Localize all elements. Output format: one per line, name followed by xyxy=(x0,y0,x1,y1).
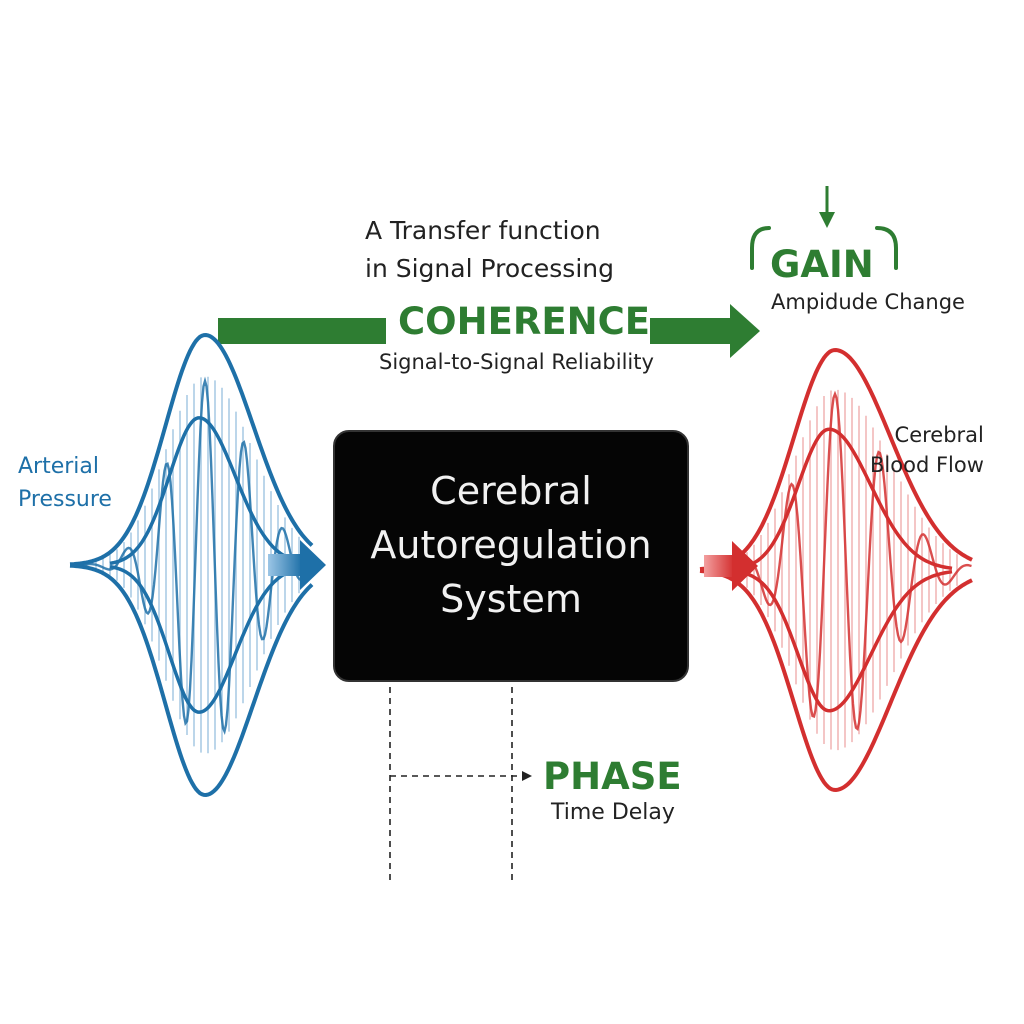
output-arrow xyxy=(704,541,758,591)
input-label-line-1: Arterial xyxy=(18,454,100,479)
wave-upper-envelope xyxy=(69,332,314,567)
arterial-pressure-waveform xyxy=(69,332,314,798)
output-signal-label: Cerebral Blood Flow xyxy=(870,420,984,480)
wave-inner-lower-envelope xyxy=(739,569,953,713)
coherence-arrow xyxy=(218,304,760,358)
wave-upper-envelope xyxy=(699,347,973,572)
phase-time-delay-lines xyxy=(389,668,524,880)
system-label-line-2: Autoregulation xyxy=(370,523,652,567)
title-line-1: A Transfer function xyxy=(365,216,601,245)
gain-label: GAIN xyxy=(770,243,874,286)
input-arrow xyxy=(268,540,326,590)
wave-inner-upper-envelope xyxy=(739,427,953,571)
title-line-2: in Signal Processing xyxy=(365,254,614,283)
system-box: Cerebral Autoregulation System xyxy=(333,430,689,682)
output-label-line-2: Blood Flow xyxy=(870,453,984,477)
gain-subtitle: Ampidude Change xyxy=(771,290,965,314)
input-label-line-2: Pressure xyxy=(18,487,112,512)
output-label-line-1: Cerebral xyxy=(894,423,984,447)
phase-subtitle: Time Delay xyxy=(551,800,675,825)
coherence-label: COHERENCE xyxy=(398,300,651,343)
wave-inner-lower-envelope xyxy=(109,564,293,714)
diagram-title: A Transfer function in Signal Processing xyxy=(365,212,635,288)
gain-down-arrow-icon xyxy=(819,186,835,228)
wave-inner-upper-envelope xyxy=(109,416,293,566)
phase-label: PHASE xyxy=(543,755,682,798)
wave-lower-envelope xyxy=(69,563,314,798)
system-label-line-3: System xyxy=(440,577,582,621)
system-label-line-1: Cerebral xyxy=(430,469,592,513)
gain-bracket xyxy=(750,226,898,270)
coherence-subtitle: Signal-to-Signal Reliability xyxy=(379,350,654,374)
input-signal-label: Arterial Pressure xyxy=(18,450,112,516)
cerebral-blood-flow-waveform xyxy=(699,347,973,793)
wave-lower-envelope xyxy=(699,568,973,793)
